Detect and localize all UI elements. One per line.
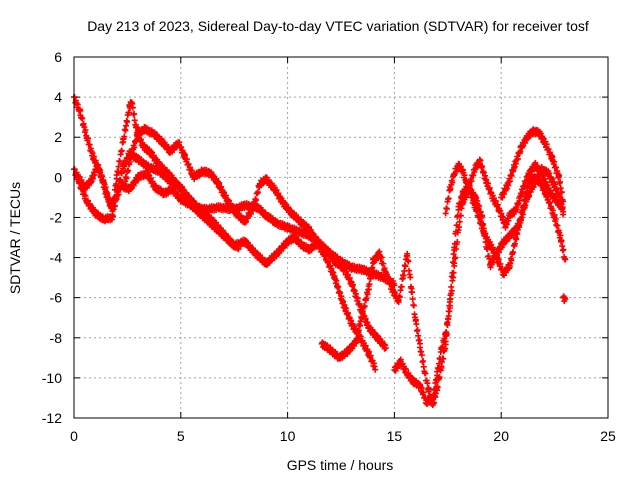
y-tick-label: -8	[50, 330, 63, 346]
y-tick-label: -4	[50, 250, 63, 266]
x-tick-label: 10	[280, 428, 296, 444]
y-tick-label: -12	[42, 410, 62, 426]
x-tick-label: 5	[177, 428, 185, 444]
x-axis-label: GPS time / hours	[287, 457, 394, 473]
y-tick-label: -10	[42, 370, 62, 386]
x-tick-label: 20	[493, 428, 509, 444]
series-track-h	[498, 126, 567, 205]
data-point-markers	[498, 126, 567, 205]
data-point-markers	[560, 293, 569, 305]
y-tick-label: 4	[54, 89, 62, 105]
y-tick-label: 2	[54, 129, 62, 145]
x-tick-label: 0	[70, 428, 78, 444]
series-track-j	[560, 293, 569, 305]
data-point-markers	[442, 160, 475, 217]
y-tick-label: -6	[50, 290, 63, 306]
y-tick-label: 6	[54, 49, 62, 65]
x-tick-label: 25	[600, 428, 616, 444]
y-axis-label: SDTVAR / TECUs	[7, 182, 23, 294]
data-points	[71, 93, 569, 408]
chart-title: Day 213 of 2023, Sidereal Day-to-day VTE…	[87, 18, 589, 34]
y-tick-label: -2	[50, 209, 63, 225]
data-point-markers	[73, 161, 379, 373]
x-tick-label: 15	[387, 428, 403, 444]
plot-frame	[73, 56, 609, 419]
series-track-d	[73, 161, 379, 373]
series-track-i	[442, 160, 475, 217]
y-tick-label: 0	[54, 169, 62, 185]
